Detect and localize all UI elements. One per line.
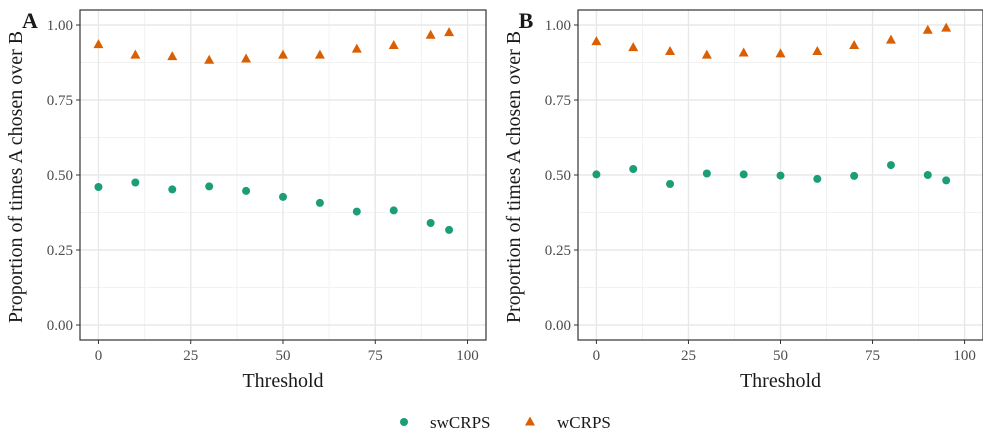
point-wcrps [93,39,104,49]
point-swcrps [942,176,951,185]
x-axis-title: Threshold [740,370,821,392]
point-wcrps [941,22,952,32]
point-wcrps [922,24,933,34]
panel-b: 0.00 0.25 0.50 0.75 1.00 0 25 50 75 100 Threshold P… [503,8,983,392]
x-tick-label: 50 [276,348,291,364]
x-tick-label: 0 [95,348,103,364]
point-wcrps [738,47,749,57]
point-swcrps [702,169,711,178]
y-axis-title: Proportion of times A chosen over B [5,31,27,323]
point-wcrps [425,29,436,39]
legend-key-swcrps [400,418,408,426]
y-tick-label: 0.50 [47,168,73,184]
panel-label: A [22,8,38,33]
point-wcrps [812,46,823,55]
point-swcrps [923,171,932,179]
legend-key-wcrps [525,416,535,426]
point-wcrps [885,34,896,44]
point-swcrps [813,174,822,183]
point-swcrps [352,207,361,216]
y-tick-label: 0.00 [545,318,571,334]
x-tick-label: 100 [953,348,976,364]
point-swcrps [850,171,859,180]
point-wcrps [849,40,860,49]
point-swcrps [739,170,748,179]
panel-label: B [519,8,534,33]
point-wcrps [701,49,712,59]
y-tick-label: 0.00 [47,318,73,334]
legend-label: swCRPS [430,413,490,432]
point-swcrps [776,171,785,180]
legend-label: wCRPS [557,413,611,432]
point-swcrps [666,180,675,188]
x-tick-label: 75 [865,348,880,364]
point-swcrps [94,183,103,191]
y-tick-label: 1.00 [545,18,571,34]
point-swcrps [242,186,251,195]
point-wcrps [130,49,141,59]
point-swcrps [629,165,638,173]
x-axis-title: Threshold [242,370,323,392]
point-wcrps [628,42,639,52]
x-tick-label: 100 [456,348,479,364]
point-wcrps [278,49,288,59]
point-wcrps [241,53,252,63]
y-tick-label: 1.00 [47,18,73,34]
y-tick-label: 0.25 [545,243,571,259]
legend: swCRPS wCRPS [400,413,611,432]
y-axis-title: Proportion of times A chosen over B [503,31,525,323]
x-tick-label: 75 [368,348,383,364]
y-tick-label: 0.75 [47,93,73,109]
x-tick-label: 25 [681,348,696,364]
point-swcrps [315,198,324,207]
point-wcrps [167,51,178,61]
point-wcrps [204,54,215,64]
point-swcrps [279,192,287,201]
point-wcrps [351,43,362,53]
point-wcrps [444,27,455,37]
y-tick-label: 0.50 [545,168,571,184]
point-wcrps [314,49,325,59]
x-tick-label: 0 [593,348,601,364]
point-swcrps [168,185,177,194]
point-wcrps [388,40,399,49]
y-tick-label: 0.25 [47,243,73,259]
y-tick-label: 0.75 [545,93,571,109]
point-swcrps [205,182,214,191]
point-swcrps [131,178,140,187]
point-swcrps [389,206,398,215]
point-wcrps [775,48,786,58]
point-swcrps [426,219,435,227]
point-swcrps [592,170,601,179]
x-tick-label: 25 [183,348,198,364]
point-wcrps [665,46,676,55]
x-tick-label: 50 [773,348,788,364]
panel-a: 0.00 0.25 0.50 0.75 1.00 0 25 50 75 100 Threshold P… [5,8,487,392]
point-wcrps [591,36,602,46]
point-swcrps [886,161,895,170]
point-swcrps [445,225,454,234]
